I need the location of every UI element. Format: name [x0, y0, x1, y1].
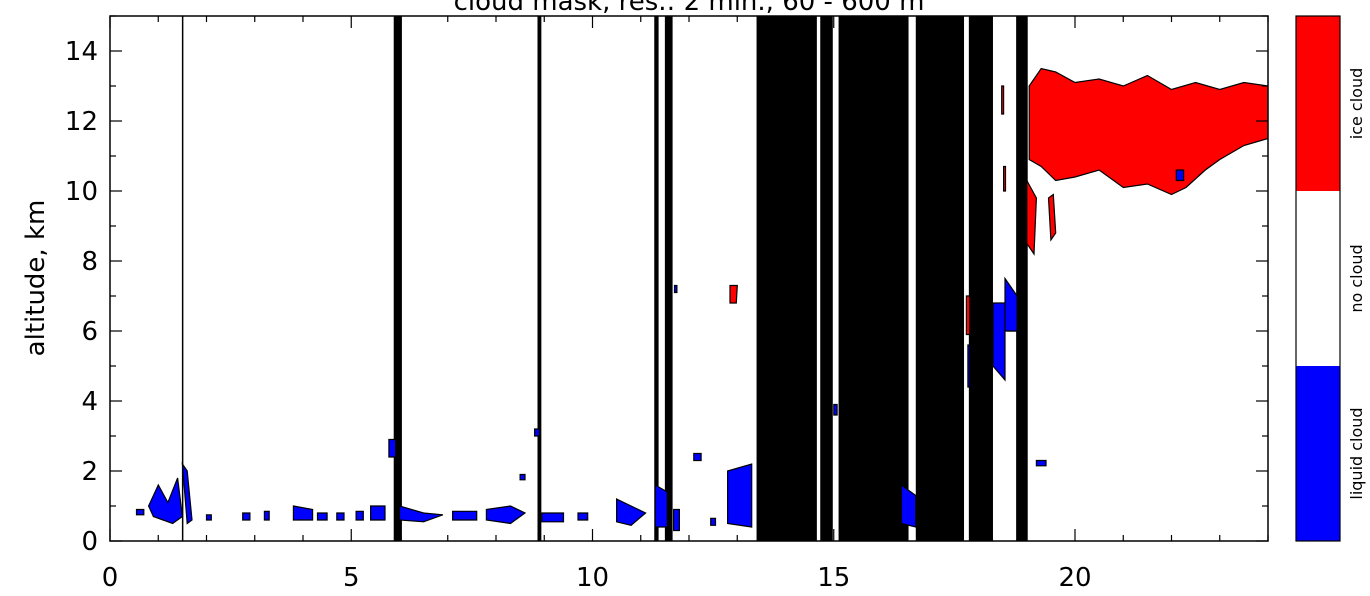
liquid-cloud-region — [615, 498, 647, 526]
liquid-cloud-region — [967, 344, 971, 388]
liquid-cloud-region — [355, 510, 364, 521]
liquid-cloud-region — [673, 284, 678, 294]
y-tick-label: 8 — [81, 247, 98, 277]
missing-data-stripe — [654, 16, 659, 541]
y-tick-label: 12 — [65, 107, 98, 137]
missing-data-stripe — [756, 16, 817, 541]
missing-data-stripe — [1016, 16, 1028, 541]
ice-cloud-region — [1047, 193, 1057, 242]
liquid-cloud-region — [533, 428, 541, 437]
axis-layer: 0 5 10 15 20 0 2 4 6 8 10 12 14 — [65, 15, 1269, 593]
x-tick-label: 5 — [343, 563, 360, 593]
legend-swatch — [1296, 191, 1340, 366]
ice-cloud-region — [1001, 85, 1005, 115]
liquid-cloud-region — [336, 512, 345, 521]
legend: liquid cloud no cloud ice cloud — [1295, 15, 1366, 542]
ice-cloud-region — [1028, 67, 1268, 196]
y-axis-label: altitude, km — [21, 200, 51, 357]
missing-data-stripe — [838, 16, 909, 541]
liquid-cloud-region — [181, 461, 193, 525]
liquid-cloud-region — [388, 438, 397, 458]
plot-layer — [135, 16, 1268, 541]
liquid-cloud-region — [541, 512, 565, 523]
x-tick-label: 20 — [1058, 563, 1091, 593]
missing-data-stripe — [820, 16, 833, 541]
liquid-cloud-region — [147, 477, 184, 525]
liquid-cloud-region — [398, 505, 444, 523]
y-tick-label: 2 — [81, 457, 98, 487]
liquid-cloud-region — [135, 508, 145, 516]
x-tick-label: 0 — [102, 563, 119, 593]
legend-label: no cloud — [1347, 244, 1366, 312]
missing-data-stripe — [537, 16, 542, 541]
y-tick-label: 0 — [81, 527, 98, 557]
missing-data-stripe — [393, 16, 402, 541]
y-tick-label: 6 — [81, 317, 98, 347]
legend-swatch — [1296, 366, 1340, 541]
liquid-cloud-region — [452, 510, 478, 521]
liquid-cloud-region — [577, 512, 589, 521]
liquid-cloud-region — [519, 473, 526, 481]
liquid-cloud-region — [1004, 276, 1018, 332]
liquid-cloud-region — [485, 505, 527, 525]
liquid-cloud-region — [710, 517, 717, 526]
liquid-cloud-region — [833, 403, 838, 416]
liquid-cloud-region — [263, 510, 270, 521]
liquid-cloud-region — [992, 302, 1006, 382]
ice-cloud-region — [1026, 180, 1038, 256]
legend-label: liquid cloud — [1347, 407, 1366, 499]
liquid-cloud-region — [672, 508, 681, 532]
liquid-cloud-region — [1175, 169, 1185, 182]
legend-swatch — [1296, 16, 1340, 191]
liquid-cloud-region — [1035, 459, 1047, 467]
chart-title: cloud mask, res.: 2 min., 60 - 600 m — [454, 0, 925, 17]
liquid-cloud-region — [654, 483, 668, 528]
ice-cloud-region — [965, 295, 971, 336]
liquid-cloud-region — [205, 514, 212, 521]
liquid-cloud-region — [900, 483, 917, 528]
missing-data-stripe — [664, 16, 673, 541]
liquid-cloud-region — [693, 452, 702, 462]
ice-cloud-region — [1002, 165, 1007, 192]
liquid-cloud-region — [242, 512, 251, 521]
missing-data-stripe — [968, 16, 993, 541]
x-tick-label: 15 — [817, 563, 850, 593]
liquid-cloud-region — [316, 512, 328, 521]
liquid-cloud-region — [292, 505, 314, 521]
legend-frame — [1295, 15, 1341, 542]
y-tick-label: 4 — [81, 387, 98, 417]
ice-cloud-region — [729, 284, 738, 304]
legend-label: ice cloud — [1347, 68, 1366, 140]
x-tick-label: 10 — [576, 563, 609, 593]
liquid-cloud-region — [726, 463, 753, 528]
y-tick-label: 10 — [65, 177, 98, 207]
missing-data-stripe — [181, 16, 184, 541]
missing-data-stripe — [915, 16, 965, 541]
y-tick-label: 14 — [65, 37, 98, 67]
liquid-cloud-region — [370, 505, 386, 521]
